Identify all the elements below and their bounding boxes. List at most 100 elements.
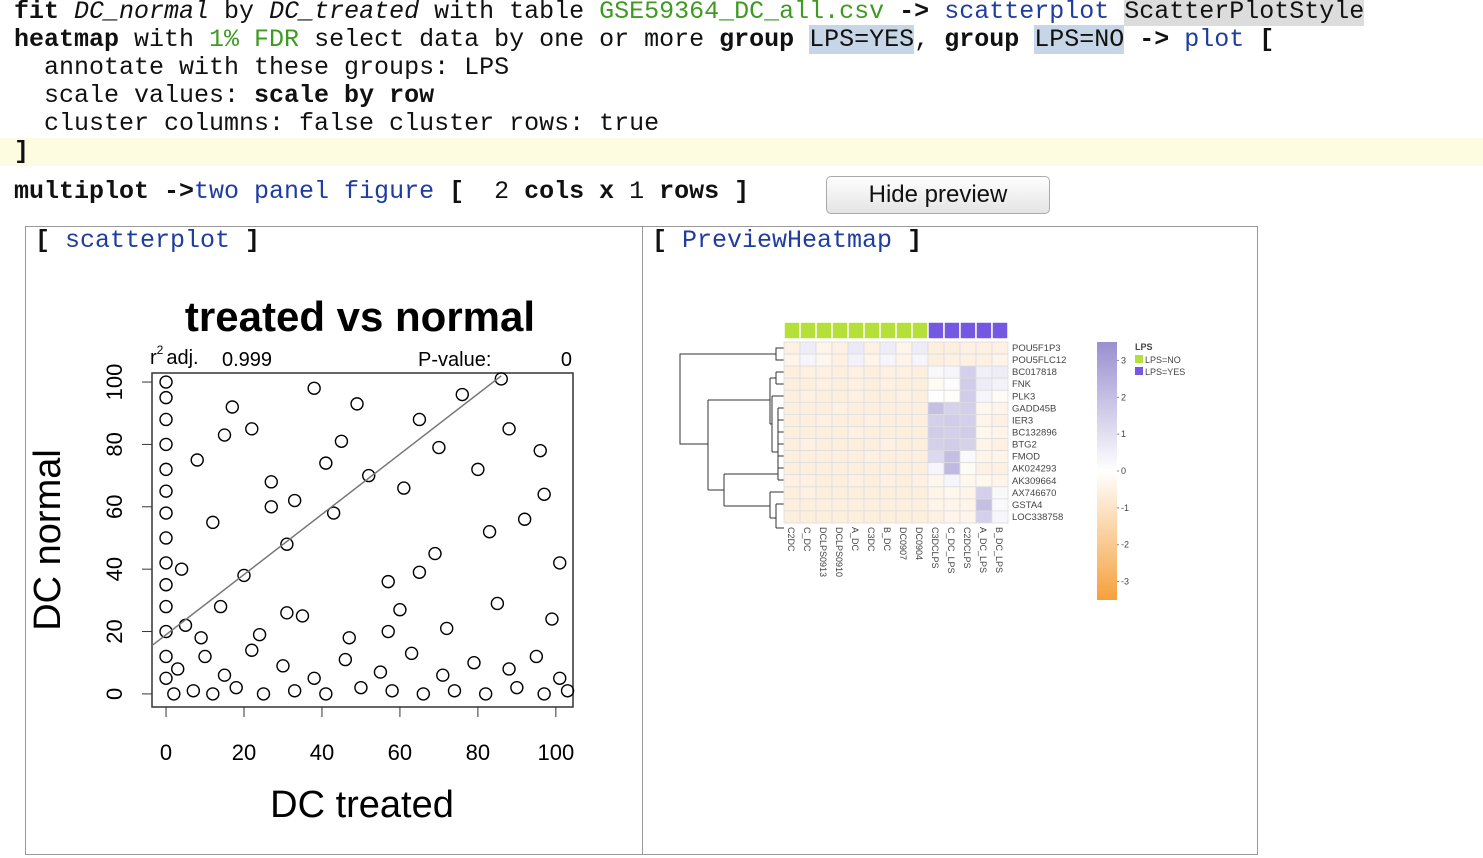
heatmap-cell <box>975 438 993 451</box>
heatmap-cell <box>927 498 945 512</box>
heatmap-cell <box>943 450 961 464</box>
heatmap-cell <box>815 462 833 476</box>
row-label: GSTA4 <box>1012 500 1042 511</box>
y-tick-label: 0 <box>102 688 127 700</box>
heatmap-cell <box>783 377 801 391</box>
heatmap-cell <box>783 401 801 415</box>
heatmap-cell <box>959 341 977 355</box>
column-label: A_DC <box>850 527 860 552</box>
heatmap-cell <box>831 462 849 476</box>
point <box>319 687 333 701</box>
heatmap-cell <box>991 389 1009 403</box>
point <box>287 493 302 508</box>
heatmap-cell <box>895 353 913 367</box>
y-tick-label: 40 <box>102 557 127 581</box>
code-token: heatmap <box>14 25 120 54</box>
heatmap-cell <box>799 474 817 488</box>
point <box>326 506 341 520</box>
heatmap-cell <box>799 377 817 391</box>
heatmap-cell <box>847 353 865 367</box>
point <box>159 624 173 639</box>
heatmap-cell <box>927 353 945 367</box>
heatmap-cell <box>879 377 897 391</box>
heatmap-cell <box>943 426 961 439</box>
column-label: DCLPS0913 <box>818 527 828 577</box>
point <box>545 612 559 626</box>
heatmap-cell <box>815 377 833 391</box>
heatmap-cell <box>863 426 881 439</box>
heatmap-cell <box>927 426 945 439</box>
heatmap-cell <box>895 450 913 464</box>
point <box>412 565 427 579</box>
heatmap-cell <box>847 462 865 476</box>
heatmap-cell <box>959 498 977 512</box>
point <box>354 680 368 695</box>
heatmap-cell <box>831 510 849 524</box>
panel-title-part: scatterplot <box>65 226 230 255</box>
heatmap-cell <box>799 401 817 415</box>
annotation-cell <box>847 321 865 340</box>
colorbar-tick-label: 1 <box>1121 429 1126 439</box>
heatmap-cell <box>815 474 833 488</box>
heatmap-cell <box>959 389 977 403</box>
plot-frame <box>151 372 574 708</box>
heatmap-cell <box>815 401 833 415</box>
row-label: GADD45B <box>1012 403 1056 414</box>
heatmap-cell <box>879 438 897 451</box>
heatmap-cell <box>783 365 801 379</box>
heatmap-cell <box>799 462 817 476</box>
heatmap-cell <box>927 474 945 488</box>
heatmap-cell <box>975 474 993 488</box>
pvalue: 0 <box>561 349 572 371</box>
heatmap-cell <box>863 450 881 464</box>
heatmap-cell <box>943 413 961 427</box>
heatmap-cell <box>975 401 993 415</box>
panel-title-part: [ <box>652 226 682 255</box>
point <box>159 599 173 614</box>
heatmap-cell <box>879 462 897 476</box>
r2-rest: adj. <box>166 347 198 369</box>
point <box>159 506 173 520</box>
heatmap-cell <box>991 426 1009 439</box>
heatmap-cell <box>831 389 849 403</box>
heatmap-cell <box>863 486 881 500</box>
x-tick-label: 20 <box>232 740 256 765</box>
heatmap-cell <box>863 389 881 403</box>
heatmap-cell <box>815 413 833 427</box>
x-tick-label: 60 <box>388 740 412 765</box>
heatmap-cell <box>943 353 961 367</box>
point <box>190 453 204 467</box>
row-label: PLK3 <box>1012 391 1035 402</box>
point <box>482 525 497 539</box>
legend-label: LPS=NO <box>1145 355 1181 365</box>
column-label: C3DCLPS <box>930 527 940 569</box>
column-label: C2DC <box>786 527 796 552</box>
code-token: scale values: <box>14 81 255 110</box>
heatmap-cell <box>991 438 1009 451</box>
heatmap-cell <box>991 413 1009 427</box>
panel-title: [ scatterplot ] <box>35 226 260 255</box>
point <box>159 671 173 686</box>
code-token: 1% FDR <box>209 25 300 54</box>
r2-label: r2 adj. <box>150 343 199 369</box>
code-token: scatterplot <box>944 0 1125 26</box>
point <box>447 684 462 698</box>
point <box>553 671 567 686</box>
heatmap-cell <box>799 353 817 367</box>
column-label: C_DC <box>802 527 812 552</box>
heatmap-cell <box>975 413 993 427</box>
heatmap-cell <box>799 498 817 512</box>
point <box>159 390 173 405</box>
code-token: group <box>944 25 1035 54</box>
point <box>319 456 333 470</box>
code-line: multiplot ->two panel figure [ 2 cols x … <box>14 178 749 206</box>
point <box>385 684 399 698</box>
point <box>517 512 532 526</box>
panel-title-part: [ <box>35 226 65 255</box>
point <box>502 662 516 676</box>
code-token: cols x <box>509 177 630 206</box>
hide-preview-button[interactable]: Hide preview <box>826 176 1050 214</box>
heatmap-cell <box>863 474 881 488</box>
heatmap-cell <box>863 498 881 512</box>
heatmap-cell <box>911 486 929 500</box>
